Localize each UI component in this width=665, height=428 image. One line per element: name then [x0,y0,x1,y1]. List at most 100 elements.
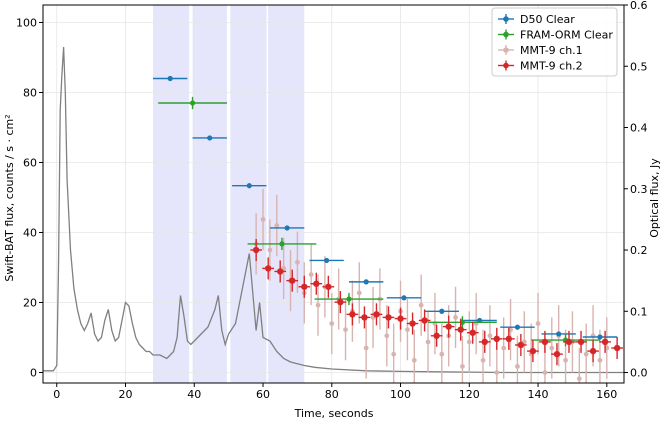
legend-marker-point [503,16,509,22]
mmt-9-ch-2-point [421,317,428,324]
mmt-9-ch-2-point [565,338,573,346]
d50-clear-point [207,135,213,141]
mmt-9-ch-1-point [597,357,603,363]
mmt-9-ch-2-point [433,332,440,339]
legend-marker-point [503,47,509,53]
shaded-interval [153,5,190,383]
x-tick-label: 100 [390,388,411,401]
d50-clear-point [401,295,407,301]
mmt-9-ch-1-point [549,345,555,351]
mmt-9-ch-2-point [541,338,549,346]
d50-clear-point [514,324,521,330]
mmt-9-ch-2-point [325,283,332,290]
mmt-9-ch-1-point [576,376,582,382]
fram-orm-clear-point [279,241,285,247]
mmt-9-ch-1-point [363,345,369,351]
y-axis-right-label: Optical flux, Jy [648,158,661,238]
x-tick-label: 160 [596,388,617,401]
y-left-tick-label: 0 [30,367,37,380]
mmt-9-ch-1-point [515,364,520,369]
mmt-9-ch-2-point [409,320,416,327]
y-left-tick-label: 60 [23,157,37,170]
mmt-9-ch-1-point [384,333,390,339]
mmt-9-ch-2-point [481,338,488,346]
mmt-9-ch-2-point [505,335,513,343]
mmt-9-ch-2-point [601,338,609,346]
mmt-9-ch-2-point [252,246,260,254]
mmt-9-ch-2-point [493,335,500,343]
y-right-tick-label: 0.6 [630,0,648,12]
y-left-tick-label: 40 [23,227,37,240]
bat-lightcurve-line [43,46,624,374]
y-axis-left-label: Swift-BAT flux, counts / s · cm² [3,114,16,281]
x-axis-ticks: 0 20 40 60 80 100 120 140 160 [53,383,617,401]
bat-lightcurve-layer [43,46,624,374]
d50-clear-point [246,183,252,189]
mmt-9-ch-1-point [563,357,568,363]
mmt-9-ch-1-point [274,223,280,228]
x-tick-label: 20 [119,388,133,401]
legend: D50 Clear FRAM-ORM Clear MMT-9 ch.1 MMT-9 c… [491,7,618,77]
mmt-9-ch-1-point [405,327,410,333]
legend-label: MMT-9 ch.1 [520,44,583,57]
mmt-9-ch-2-point [469,329,476,336]
x-tick-label: 40 [187,388,201,401]
mmt-9-ch-1-point [487,333,493,339]
mmt-9-ch-1-point [391,351,397,357]
optical-series-layer [153,75,623,383]
x-tick-label: 140 [528,388,549,401]
legend-box [491,7,618,77]
x-tick-label: 0 [53,388,60,401]
mmt-9-ch-1-point [315,302,321,308]
y-axis-left-ticks: 0 20 40 60 80 100 [16,17,43,380]
d50-clear-point [597,334,603,340]
mmt-9-ch-1-point [295,259,300,265]
d50-clear-point [363,279,369,285]
mmt-9-ch-2-point [313,280,320,287]
d50-clear-point [284,225,290,231]
mmt-9-ch-1-point [453,314,458,320]
fram-orm-clear-point [346,296,352,302]
x-tick-label: 60 [256,388,270,401]
y-right-tick-label: 0.2 [630,244,648,257]
legend-marker-point [503,62,509,69]
mmt-9-ch-2-point [553,350,561,358]
mmt-9-ch-2-point [337,298,344,306]
shaded-interval [268,5,305,383]
mmt-9-ch-2-point [264,265,272,272]
mmt-9-ch-1-point [466,339,472,345]
mmt-9-ch-2-point [445,323,452,330]
x-axis-label: Time, seconds [294,407,374,420]
mmt-9-ch-1-point [439,351,445,357]
d50-clear-point [439,308,445,314]
mmt-9-ch-2-point [361,314,368,321]
x-tick-label: 120 [459,388,480,401]
mmt-9-ch-1-point [425,339,431,345]
mmt-9-ch-1-point [308,272,314,277]
mmt-9-ch-1-point [267,247,273,253]
y-right-tick-label: 0.4 [630,122,648,135]
plot-frame [42,4,625,384]
d50-clear-point [167,75,173,82]
mmt-9-ch-1-point [418,302,424,308]
y-right-tick-label: 0.1 [630,305,648,318]
mmt-9-ch-2-point [385,314,392,321]
mmt-9-ch-1-point [356,290,362,296]
shaded-intervals [153,5,305,383]
legend-label: MMT-9 ch.2 [520,60,583,73]
mmt-9-ch-2-point [277,268,284,275]
shaded-interval [230,5,267,383]
fram-orm-clear-point [189,100,196,106]
d50-clear-point [324,257,330,264]
mmt-9-ch-2-point [301,283,308,290]
mmt-9-ch-1-point [343,327,348,333]
mmt-9-ch-1-point [329,321,335,326]
x-tick-label: 80 [325,388,339,401]
mmt-9-ch-2-point [373,311,380,318]
mmt-9-ch-2-point [289,277,296,284]
mmt-9-ch-2-point [397,315,404,322]
d50-clear-point [556,331,562,337]
mmt-9-ch-1-point [411,357,417,363]
